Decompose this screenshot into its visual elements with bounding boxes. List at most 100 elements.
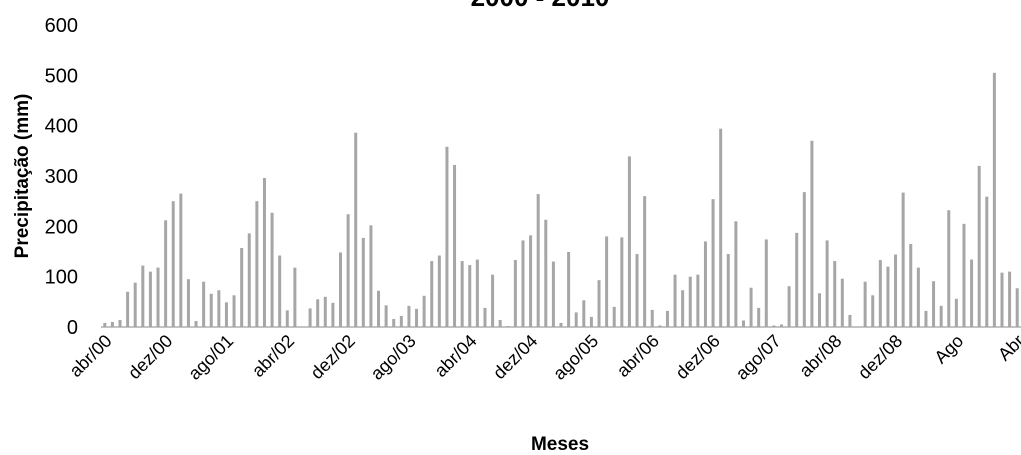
bar bbox=[840, 278, 844, 327]
bar bbox=[475, 259, 479, 327]
bar bbox=[681, 290, 685, 327]
bar bbox=[909, 243, 913, 327]
bar bbox=[285, 310, 289, 327]
bar bbox=[126, 291, 130, 327]
bar bbox=[810, 140, 814, 327]
x-tick-label: dez/00 bbox=[124, 331, 176, 383]
bar bbox=[156, 267, 160, 327]
bar bbox=[399, 315, 403, 327]
chart-title-group: 2000 - 2010 bbox=[471, 0, 610, 12]
bar bbox=[772, 325, 776, 327]
bar bbox=[802, 192, 806, 327]
bar bbox=[559, 322, 563, 327]
bar bbox=[262, 178, 266, 327]
bar bbox=[346, 214, 350, 327]
bar bbox=[460, 261, 464, 327]
bar bbox=[726, 254, 730, 327]
bar bbox=[939, 305, 943, 327]
bar bbox=[551, 261, 555, 327]
bar bbox=[240, 247, 244, 327]
bar bbox=[696, 274, 700, 327]
bar bbox=[103, 322, 107, 327]
x-tick-label: Abr bbox=[994, 331, 1021, 365]
bar bbox=[612, 306, 616, 327]
y-tick-label: 0 bbox=[67, 317, 78, 339]
bar bbox=[361, 237, 365, 327]
x-tick-label: dez/08 bbox=[854, 331, 906, 383]
bar bbox=[825, 240, 829, 327]
bar bbox=[886, 266, 890, 327]
bar bbox=[164, 220, 168, 327]
bar bbox=[110, 321, 114, 327]
bar bbox=[133, 282, 137, 327]
bar bbox=[635, 254, 639, 327]
bar bbox=[308, 308, 312, 327]
bar bbox=[977, 165, 981, 327]
bar bbox=[453, 164, 457, 327]
bar bbox=[422, 295, 426, 327]
bar bbox=[437, 255, 441, 327]
bar bbox=[1000, 272, 1004, 327]
x-tick-label: dez/04 bbox=[489, 331, 541, 383]
bar bbox=[202, 281, 206, 327]
x-tick-label: ago/07 bbox=[732, 331, 785, 384]
bar bbox=[703, 241, 707, 327]
bar bbox=[665, 310, 669, 327]
bar bbox=[894, 254, 898, 327]
bar bbox=[688, 276, 692, 327]
bar bbox=[605, 236, 609, 327]
bar bbox=[255, 201, 259, 327]
y-tick-label: 200 bbox=[45, 216, 78, 238]
bar bbox=[1015, 288, 1019, 327]
bar bbox=[148, 271, 152, 327]
x-tick-label: Ago bbox=[930, 331, 967, 368]
bar bbox=[369, 225, 373, 327]
bar bbox=[582, 300, 586, 327]
bar bbox=[445, 146, 449, 327]
bar bbox=[209, 293, 213, 327]
bar bbox=[795, 232, 799, 327]
bar bbox=[278, 255, 282, 327]
bar bbox=[316, 299, 320, 327]
x-tick-label: dez/06 bbox=[672, 331, 724, 383]
chart-title: 2000 - 2010 bbox=[471, 0, 610, 12]
bar bbox=[567, 252, 571, 327]
bar bbox=[521, 240, 525, 327]
bar bbox=[916, 267, 920, 327]
y-tick-label: 300 bbox=[45, 166, 78, 188]
bar bbox=[331, 302, 335, 327]
bar bbox=[597, 280, 601, 327]
bars-group bbox=[103, 72, 1019, 327]
bar bbox=[871, 295, 875, 327]
bar bbox=[574, 312, 578, 327]
bar bbox=[719, 128, 723, 327]
bar bbox=[985, 196, 989, 327]
bar bbox=[764, 239, 768, 327]
bar bbox=[658, 325, 662, 327]
bar bbox=[818, 293, 822, 327]
bar bbox=[1008, 271, 1012, 327]
bar bbox=[848, 314, 852, 327]
bar bbox=[498, 319, 502, 327]
bar bbox=[415, 308, 419, 327]
x-tick-label: dez/02 bbox=[307, 331, 359, 383]
bar bbox=[833, 261, 837, 327]
x-tick-label: abr/04 bbox=[430, 331, 480, 381]
x-tick-label: abr/06 bbox=[613, 331, 663, 381]
x-tick-label: ago/01 bbox=[184, 331, 237, 384]
bar bbox=[643, 196, 647, 327]
bar bbox=[780, 324, 783, 327]
bar bbox=[627, 156, 631, 327]
bar bbox=[954, 298, 958, 327]
x-tick-label: abr/02 bbox=[248, 331, 298, 381]
bar bbox=[757, 307, 761, 327]
bar bbox=[468, 265, 472, 327]
bar bbox=[536, 194, 540, 327]
bar bbox=[141, 265, 145, 327]
bar bbox=[179, 193, 183, 327]
x-axis-title: Meses bbox=[531, 434, 589, 455]
bar bbox=[970, 259, 974, 327]
bar bbox=[787, 286, 791, 327]
bar bbox=[589, 316, 593, 327]
